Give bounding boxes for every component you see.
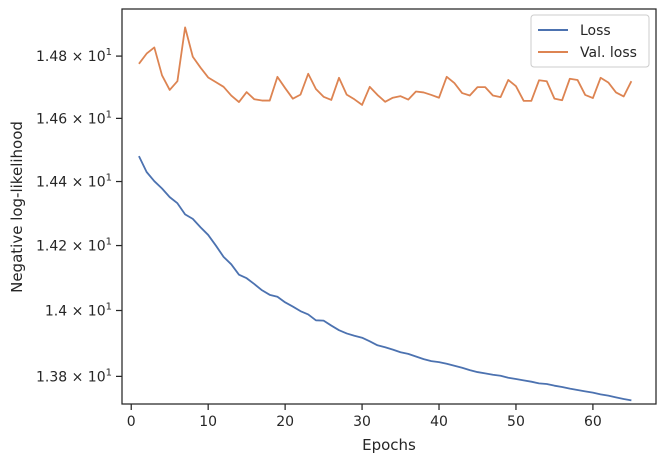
y-tick-label-mantissa: 1.46 [36,111,72,127]
legend-label-loss: Loss [580,23,611,39]
x-axis: 0 10 20 30 40 50 60 [127,404,602,430]
y-tick-label-base: 10 [88,111,106,127]
y-tick-label-times: × [72,239,88,255]
y-tick-label-times: × [72,304,88,320]
y-tick-label: 1.42 × 101 [36,237,112,255]
y-tick-label-mantissa: 1.38 [36,369,72,385]
series-lines [138,26,633,402]
legend-box [530,14,650,68]
x-tick-label: 40 [430,414,448,430]
y-tick-label-times: × [72,49,88,65]
y-tick-label-exponent: 1 [106,237,112,248]
y-tick-label-exponent: 1 [106,109,112,120]
y-tick-label-mantissa: 1.44 [36,175,72,191]
y-tick-label-exponent: 1 [106,173,112,184]
x-tick-label: 50 [507,414,525,430]
series-line-val-loss [138,26,633,106]
y-tick-label: 1.46 × 101 [36,109,112,127]
y-tick-label-times: × [72,175,88,191]
y-tick-label-base: 10 [88,369,106,385]
y-tick-label-base: 10 [88,304,106,320]
plot-frame [121,8,657,405]
y-tick-label-base: 10 [88,239,106,255]
x-tick-label: 30 [353,414,371,430]
y-tick-label-times: × [72,369,88,385]
y-tick-label: 1.44 × 101 [36,173,112,191]
legend: Loss Val. loss [530,14,650,68]
y-tick-label-exponent: 1 [106,47,112,58]
x-axis-label: Epochs [362,436,416,454]
y-tick-label-base: 10 [88,49,106,65]
x-tick-label: 60 [584,414,602,430]
x-tick-label: 20 [276,414,294,430]
x-tick-label: 10 [199,414,217,430]
y-tick-label-mantissa: 1.4 [45,304,72,320]
y-tick-label-base: 10 [88,175,106,191]
legend-label-val-loss: Val. loss [580,45,637,61]
y-tick-label-mantissa: 1.48 [36,49,72,65]
y-tick-label: 1.38 × 101 [36,367,112,385]
x-tick-label: 0 [127,414,136,430]
series-line-loss [138,155,632,402]
y-tick-label-exponent: 1 [106,367,112,378]
y-tick-label: 1.4 × 101 [45,302,112,320]
y-axis-label: Negative log-likelihood [8,121,26,293]
y-tick-label-exponent: 1 [106,302,112,313]
y-tick-label-times: × [72,111,88,127]
y-tick-label: 1.48 × 101 [36,47,112,65]
y-tick-label-mantissa: 1.42 [36,239,72,255]
